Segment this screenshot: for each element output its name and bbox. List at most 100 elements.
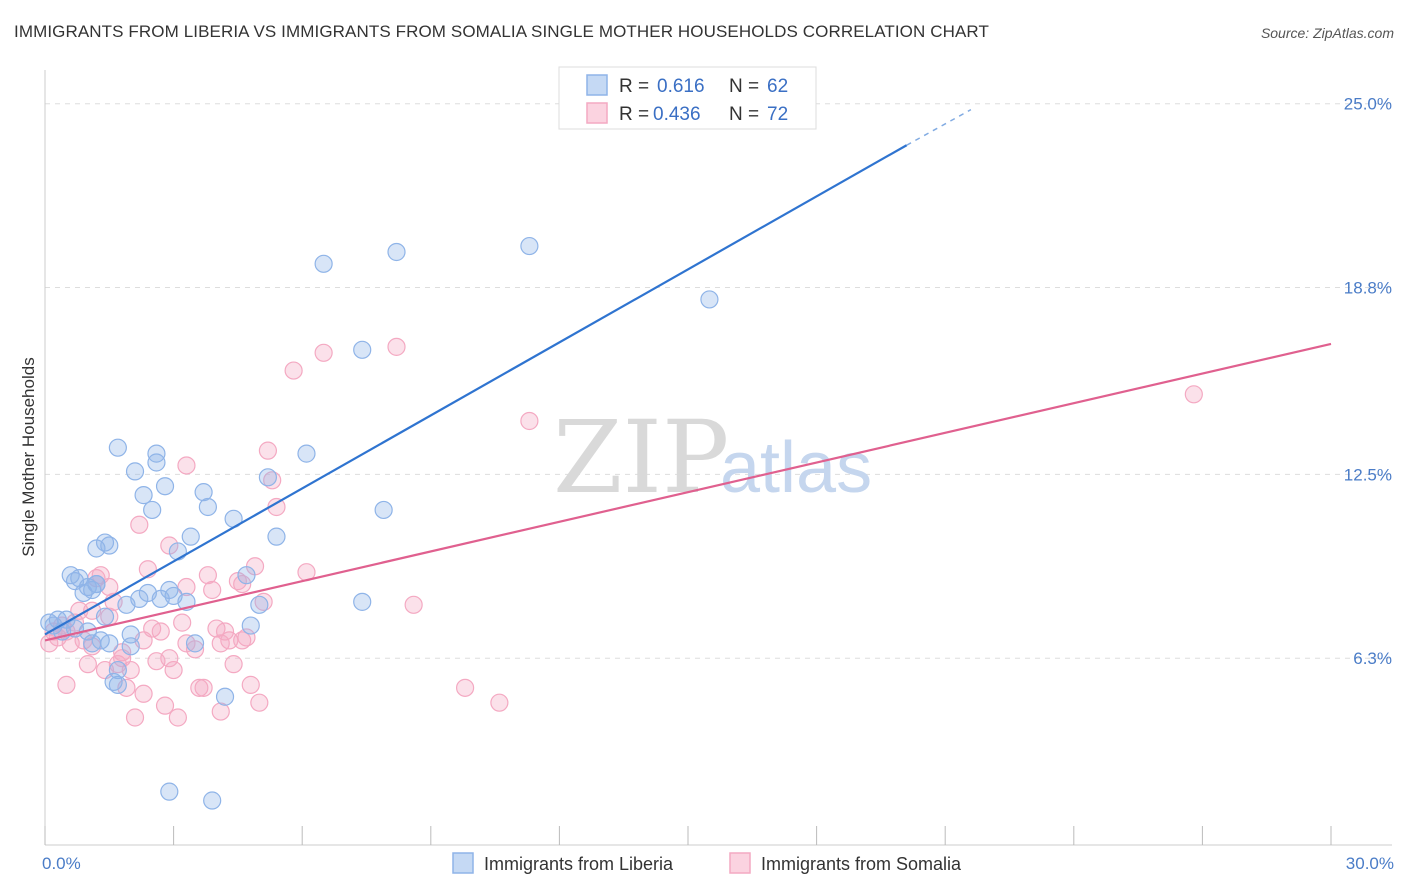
liberia-point — [185, 634, 205, 653]
somalia-point — [177, 577, 196, 597]
somalia-point — [250, 693, 269, 712]
somalia-point — [130, 515, 149, 534]
watermark: ZIP atlas — [553, 399, 872, 516]
liberia-point — [108, 675, 127, 694]
liberia-point — [215, 687, 235, 706]
liberia-point — [297, 444, 316, 463]
liberia-point — [520, 236, 539, 256]
liberia-point — [100, 634, 119, 653]
somalia-points — [40, 337, 1203, 727]
legend-swatch-somalia — [586, 102, 608, 124]
somalia-point — [155, 696, 175, 715]
somalia-point — [198, 566, 217, 585]
liberia-point — [168, 542, 187, 561]
somalia-point — [314, 343, 333, 362]
liberia-point — [203, 791, 222, 810]
liberia-point — [147, 453, 166, 472]
liberia-point — [87, 574, 106, 594]
legend-n-value-liberia: 62 — [767, 76, 788, 97]
liberia-point — [387, 242, 406, 262]
somalia-point — [190, 678, 209, 697]
liberia-point — [250, 595, 269, 614]
somalia-point — [233, 574, 252, 594]
somalia-point — [404, 595, 423, 614]
y-tick-label: 18.8% — [1344, 279, 1392, 298]
x-tick-labels: 0.0% 30.0% — [42, 854, 1394, 873]
somalia-point — [220, 631, 239, 650]
liberia-point — [353, 340, 372, 359]
somalia-point — [151, 622, 170, 641]
somalia-point — [160, 649, 179, 668]
liberia-point — [155, 477, 175, 496]
legend-n-label-liberia: N = — [729, 76, 759, 97]
liberia-point — [108, 660, 127, 680]
grid-lines — [45, 103, 1392, 659]
somalia-point — [258, 441, 278, 460]
somalia-point — [490, 693, 509, 712]
legend-r-label-somalia: R = — [619, 104, 649, 125]
liberia-point — [143, 500, 162, 520]
bottom-legend-label-somalia: Immigrants from Somalia — [761, 854, 962, 874]
liberia-point — [160, 782, 179, 801]
somalia-point — [134, 684, 153, 703]
somalia-point — [241, 675, 260, 694]
liberia-point — [258, 468, 278, 487]
somalia-point — [121, 660, 140, 680]
x-tick-label: 0.0% — [42, 854, 81, 873]
correlation-legend: R = 0.616 N = 62 R = 0.436 N = 72 — [558, 66, 817, 130]
legend-n-value-somalia: 72 — [767, 104, 788, 125]
source-label: Source: ZipAtlas.com — [1260, 25, 1394, 41]
liberia-point — [267, 527, 286, 546]
y-axis-label: Single Mother Households — [19, 357, 38, 556]
somalia-point — [224, 655, 243, 674]
liberia-point — [95, 533, 115, 552]
liberia-point — [194, 483, 213, 502]
somalia-point — [284, 361, 303, 380]
x-tick-label: 30.0% — [1346, 854, 1394, 873]
somalia-point — [215, 622, 235, 641]
watermark-zip: ZIP — [553, 399, 729, 516]
liberia-point — [198, 497, 217, 517]
liberia-point — [95, 607, 115, 626]
somalia-point — [125, 708, 145, 727]
somalia-trend-line — [44, 342, 1332, 642]
somalia-point — [78, 655, 97, 674]
liberia-point — [314, 254, 333, 273]
somalia-point — [168, 708, 187, 727]
liberia-point — [374, 500, 393, 520]
series-legend: Immigrants from Liberia Immigrants from … — [452, 852, 962, 874]
liberia-point — [134, 486, 153, 505]
liberia-point — [700, 290, 719, 309]
legend-n-label-somalia: N = — [729, 104, 759, 125]
axes — [44, 70, 1392, 846]
bottom-legend-swatch-liberia — [452, 852, 474, 874]
somalia-point — [237, 628, 256, 647]
y-tick-label: 6.3% — [1353, 649, 1392, 668]
liberia-trend-extension — [906, 108, 972, 146]
somalia-point — [164, 660, 183, 680]
somalia-point — [177, 456, 196, 475]
somalia-point — [455, 678, 475, 697]
liberia-point — [121, 625, 140, 644]
liberia-point — [181, 527, 200, 546]
liberia-point — [353, 592, 372, 611]
y-tick-label: 25.0% — [1344, 95, 1392, 114]
bottom-legend-swatch-somalia — [729, 852, 751, 874]
somalia-point — [203, 580, 222, 600]
legend-r-value-somalia: 0.436 — [653, 104, 701, 125]
x-ticks — [44, 826, 1332, 845]
liberia-point — [108, 438, 127, 457]
trend-lines — [44, 108, 1332, 642]
liberia-point — [83, 634, 102, 653]
somalia-point — [57, 675, 76, 694]
somalia-point — [387, 337, 406, 356]
y-tick-label: 12.5% — [1344, 465, 1392, 484]
y-tick-labels: 6.3% 12.5% 18.8% 25.0% — [1344, 95, 1392, 668]
liberia-trend-line — [44, 144, 908, 636]
somalia-point — [173, 613, 192, 632]
somalia-point — [194, 678, 213, 697]
legend-r-label-liberia: R = — [619, 76, 649, 97]
liberia-point — [241, 616, 260, 635]
legend-swatch-liberia — [586, 74, 608, 96]
